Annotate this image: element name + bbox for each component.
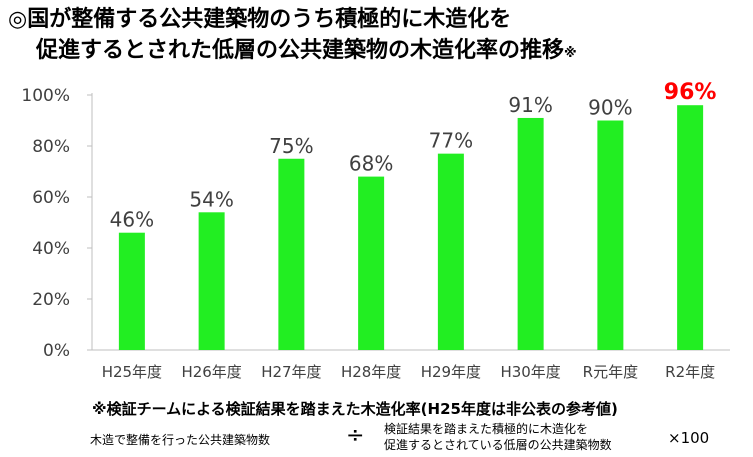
bar-value-label: 46% [110,208,154,232]
formula-denominator-line-1: 検証結果を踏まえた積極的に木造化を [384,422,589,436]
formula-multiplier: ×100 [668,429,710,447]
bar [118,232,145,350]
x-tick-label: R2年度 [665,363,715,381]
title-footnote-mark: ※ [564,46,577,61]
y-axis: 0% 20% 40% 60% 80% 100% [21,86,730,361]
bar [278,158,305,350]
x-tick-label: H26年度 [181,363,241,381]
bar [677,105,704,350]
bar-value-label: 75% [269,134,313,158]
title-line-2-text: 促進するとされた低層の公共建築物の木造化率の推移 [36,38,565,63]
bar [198,212,225,350]
bar-value-label: 96% [664,80,717,105]
y-tick-label: 80% [32,137,70,157]
formula-denominator: 検証結果を踏まえた積極的に木造化を 促進するとされている低層の公共建築物数 [384,421,612,453]
x-tick-label: H25年度 [102,363,162,381]
formula-denominator-line-2: 促進するとされている低層の公共建築物数 [384,438,612,452]
formula: 木造で整備を行った公共建築物数 ÷ 検証結果を踏まえた積極的に木造化を 促進する… [0,420,753,457]
formula-numerator: 木造で整備を行った公共建築物数 [90,433,271,447]
bar-value-label: 91% [508,93,552,117]
x-tick-label: R元年度 [583,363,638,381]
bar-value-label: 54% [189,187,233,211]
y-tick-label: 0% [43,341,70,361]
value-labels: 46% 54% 75% 68% 77% 91% 90% 96% [110,80,717,232]
bar [437,153,464,350]
title-line-1: ◎国が整備する公共建築物のうち積極的に木造化を [8,7,512,32]
x-tick-label: H28年度 [341,363,401,381]
bar [517,117,544,350]
x-tick-label: H30年度 [500,363,560,381]
formula-divide-sign: ÷ [346,423,365,448]
y-tick-label: 100% [21,86,70,106]
bars [118,105,704,350]
y-tick-label: 20% [32,290,70,310]
bar-value-label: 77% [429,129,473,153]
title-line-2: 促進するとされた低層の公共建築物の木造化率の推移※ [8,35,748,69]
bar-value-label: 68% [349,152,393,176]
x-tick-label: H27年度 [261,363,321,381]
bar [358,176,385,350]
x-tick-label: H29年度 [421,363,481,381]
x-axis: H25年度 H26年度 H27年度 H28年度 H29年度 H30年度 R元年度 R2年度 [102,363,715,381]
chart-title: ◎国が整備する公共建築物のうち積極的に木造化を 促進するとされた低層の公共建築物… [8,4,748,69]
bar [597,120,624,350]
y-tick-label: 40% [32,239,70,259]
footnote: ※検証チームによる検証結果を踏まえた木造化率(H25年度は非公表の参考値) [92,400,618,418]
y-tick-label: 60% [32,188,70,208]
bar-chart: 0% 20% 40% 60% 80% 100% 46% 54% 75% 68% 77% 91% 90%… [21,80,730,381]
bar-value-label: 90% [588,96,632,120]
